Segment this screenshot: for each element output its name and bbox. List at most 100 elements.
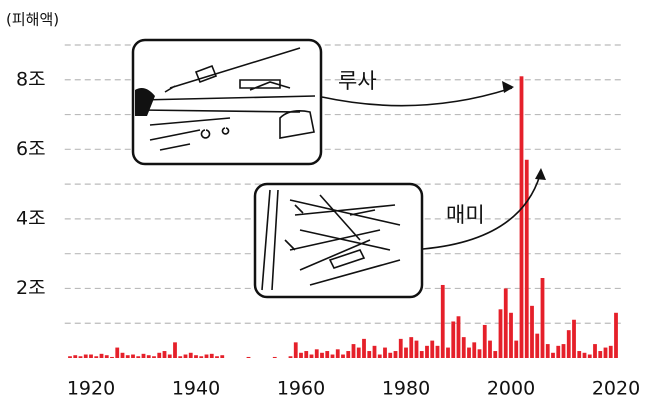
bar bbox=[430, 340, 435, 358]
bar bbox=[325, 351, 330, 358]
bar bbox=[456, 316, 461, 358]
bar bbox=[608, 345, 613, 358]
bar bbox=[572, 319, 576, 358]
bar bbox=[377, 354, 382, 358]
bar bbox=[188, 352, 193, 358]
bar bbox=[99, 353, 104, 358]
bar bbox=[446, 347, 450, 358]
bar bbox=[194, 355, 198, 358]
bar bbox=[566, 330, 571, 358]
y-tick-label: 6조 bbox=[16, 138, 46, 160]
bar bbox=[136, 356, 141, 358]
bar bbox=[409, 337, 414, 358]
bar bbox=[540, 278, 545, 358]
bar bbox=[78, 356, 83, 358]
bar bbox=[246, 356, 251, 358]
bar bbox=[603, 347, 608, 358]
bar bbox=[199, 356, 204, 358]
bar bbox=[110, 356, 114, 358]
bar bbox=[577, 351, 582, 358]
bar bbox=[493, 351, 498, 358]
annotation: 루사 bbox=[338, 69, 377, 93]
bar bbox=[472, 342, 477, 358]
bar bbox=[545, 344, 550, 358]
bar bbox=[404, 347, 408, 358]
bar bbox=[440, 284, 445, 358]
bar bbox=[304, 351, 309, 358]
bar bbox=[461, 337, 466, 358]
bar bbox=[104, 355, 109, 358]
bar bbox=[73, 355, 78, 358]
y-unit-label: (피해액) bbox=[6, 11, 59, 29]
bar bbox=[94, 356, 99, 358]
bar bbox=[178, 356, 183, 358]
bar bbox=[320, 352, 324, 358]
bar bbox=[614, 312, 618, 358]
bar bbox=[367, 351, 372, 358]
bar bbox=[556, 345, 561, 358]
bar bbox=[467, 347, 471, 358]
bar bbox=[582, 352, 587, 358]
bar bbox=[346, 351, 351, 358]
bar bbox=[535, 333, 540, 358]
bar bbox=[388, 352, 393, 358]
bar bbox=[419, 351, 424, 358]
bar bbox=[131, 354, 135, 358]
x-tick-label: 2020 bbox=[592, 378, 640, 400]
y-tick-label: 2조 bbox=[16, 277, 46, 299]
bar bbox=[288, 356, 293, 358]
y-tick-label: 4조 bbox=[16, 207, 46, 229]
illustration-rusa bbox=[131, 38, 323, 166]
bar bbox=[362, 338, 366, 358]
x-tick-label: 1960 bbox=[277, 378, 325, 400]
bar bbox=[372, 345, 377, 358]
bar bbox=[451, 321, 456, 358]
x-tick-label: 1920 bbox=[67, 378, 115, 400]
bar bbox=[167, 354, 172, 358]
bar bbox=[141, 353, 146, 358]
bar bbox=[209, 353, 214, 358]
bar bbox=[383, 347, 387, 358]
bar bbox=[530, 305, 534, 358]
bar bbox=[488, 340, 492, 358]
annotation: 매미 bbox=[446, 203, 485, 227]
bar bbox=[125, 355, 130, 358]
bar bbox=[115, 347, 120, 358]
arrowhead bbox=[502, 81, 514, 93]
bar bbox=[509, 312, 513, 358]
bar bbox=[435, 345, 440, 358]
bar bbox=[314, 349, 319, 358]
bar bbox=[183, 354, 188, 358]
x-tick-label: 1940 bbox=[172, 378, 220, 400]
bar bbox=[335, 349, 340, 358]
bar bbox=[157, 352, 162, 358]
bar bbox=[551, 352, 555, 358]
bar bbox=[393, 351, 398, 358]
arrow bbox=[321, 87, 513, 107]
bar bbox=[299, 352, 303, 358]
bar bbox=[519, 76, 524, 359]
bar bbox=[272, 356, 277, 358]
bar bbox=[220, 355, 225, 358]
bar bbox=[477, 349, 482, 358]
bar bbox=[120, 352, 125, 358]
bar bbox=[514, 340, 519, 358]
bar bbox=[152, 356, 156, 358]
illustration-maemi bbox=[253, 182, 424, 299]
arrow bbox=[422, 174, 541, 250]
y-tick-label: 8조 bbox=[16, 68, 46, 90]
bar bbox=[524, 159, 529, 358]
bar bbox=[146, 355, 151, 358]
bar bbox=[89, 354, 93, 358]
bar bbox=[293, 342, 298, 358]
bar bbox=[309, 354, 314, 358]
bar bbox=[498, 309, 503, 358]
bar bbox=[414, 340, 419, 358]
bar bbox=[68, 356, 72, 358]
x-tick-label: 2000 bbox=[487, 378, 535, 400]
bars bbox=[68, 76, 618, 359]
bar bbox=[173, 342, 177, 358]
bar bbox=[587, 354, 592, 358]
arrowhead bbox=[535, 168, 546, 180]
